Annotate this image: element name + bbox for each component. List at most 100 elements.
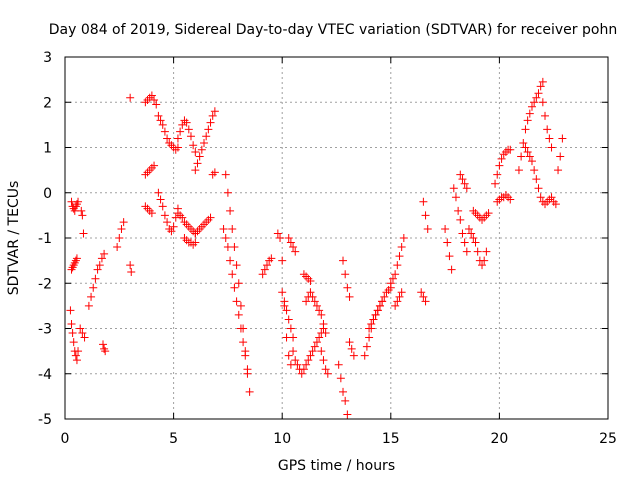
data-point — [200, 220, 209, 229]
data-point — [173, 209, 182, 218]
data-point — [289, 333, 298, 342]
data-point — [156, 116, 165, 125]
data-point — [206, 118, 215, 127]
data-point — [478, 215, 487, 224]
data-point — [395, 292, 404, 301]
data-point — [74, 197, 83, 206]
data-point — [160, 211, 169, 220]
data-point — [258, 270, 267, 279]
data-point — [362, 342, 371, 351]
data-point — [310, 297, 319, 306]
data-point — [87, 292, 96, 301]
data-point — [180, 234, 189, 242]
data-point — [339, 256, 348, 265]
data-point — [360, 351, 369, 360]
data-point — [226, 206, 235, 215]
x-tick-label: 10 — [273, 431, 291, 447]
data-point — [223, 188, 232, 197]
series-arc-i — [126, 93, 135, 102]
data-point — [167, 141, 176, 150]
data-point — [308, 292, 317, 301]
series-arc-u — [208, 168, 219, 179]
data-point — [184, 125, 193, 134]
data-point — [547, 143, 556, 152]
series-arc-ax — [538, 98, 556, 152]
data-point — [154, 111, 163, 120]
data-point — [186, 224, 195, 233]
y-tick-label: -5 — [38, 412, 52, 428]
data-point — [267, 254, 276, 263]
data-point — [541, 111, 550, 120]
data-point — [169, 222, 178, 231]
data-point — [291, 247, 300, 256]
series-arc-au — [493, 191, 515, 206]
x-tick-labels: 0 5 10 15 20 25 — [61, 431, 617, 447]
data-point — [480, 213, 489, 222]
data-point — [145, 93, 154, 102]
series-arc-z — [278, 288, 298, 342]
y-axis-label: SDTVAR / TECUs — [6, 181, 22, 296]
data-point — [234, 310, 243, 319]
data-point — [232, 261, 241, 270]
data-point — [260, 265, 269, 274]
data-point — [519, 138, 528, 147]
series-arc-r — [180, 234, 200, 249]
data-point — [534, 184, 543, 193]
data-point — [156, 195, 165, 204]
data-point — [234, 279, 243, 288]
data-point — [451, 193, 460, 202]
data-point — [514, 166, 523, 175]
data-point — [527, 102, 536, 111]
data-point — [291, 356, 300, 365]
data-point — [530, 166, 539, 175]
series-arc-n — [154, 111, 182, 154]
data-point — [293, 360, 302, 369]
data-point — [321, 329, 330, 338]
data-point — [195, 152, 204, 161]
data-point — [556, 152, 565, 161]
data-point — [176, 127, 185, 136]
data-point — [77, 206, 86, 215]
data-point — [200, 138, 209, 147]
data-point — [286, 324, 295, 333]
data-point — [397, 243, 406, 252]
data-point — [72, 356, 81, 365]
data-point — [454, 206, 463, 215]
data-point — [536, 193, 545, 202]
data-point — [221, 234, 230, 242]
data-point — [182, 236, 191, 245]
series-arc-af — [334, 360, 352, 419]
data-point — [115, 234, 124, 242]
series-arc-c — [66, 306, 83, 365]
data-point — [395, 252, 404, 261]
data-point — [525, 109, 534, 118]
data-point — [202, 132, 211, 141]
data-point — [501, 191, 510, 200]
data-point — [180, 116, 189, 125]
data-point — [449, 184, 458, 193]
data-point — [230, 283, 239, 292]
data-point — [443, 238, 452, 247]
data-point — [197, 222, 206, 231]
data-point — [167, 227, 176, 236]
data-point — [165, 224, 174, 233]
data-point — [347, 344, 356, 353]
data-point — [367, 319, 376, 328]
data-point — [336, 374, 345, 383]
data-point — [84, 301, 93, 310]
data-point — [245, 387, 254, 396]
data-point — [462, 184, 471, 193]
data-point — [150, 161, 159, 170]
series-arc-aa — [284, 234, 300, 256]
series-arc-s — [191, 107, 219, 175]
data-point — [473, 247, 482, 256]
data-point — [243, 365, 252, 374]
data-point — [280, 297, 289, 306]
data-point — [523, 116, 532, 125]
data-point — [173, 143, 182, 152]
series-arc-h — [113, 218, 128, 252]
data-point — [273, 229, 282, 238]
y-tick-label: 2 — [43, 95, 52, 111]
y-tick-label: -3 — [38, 322, 52, 338]
